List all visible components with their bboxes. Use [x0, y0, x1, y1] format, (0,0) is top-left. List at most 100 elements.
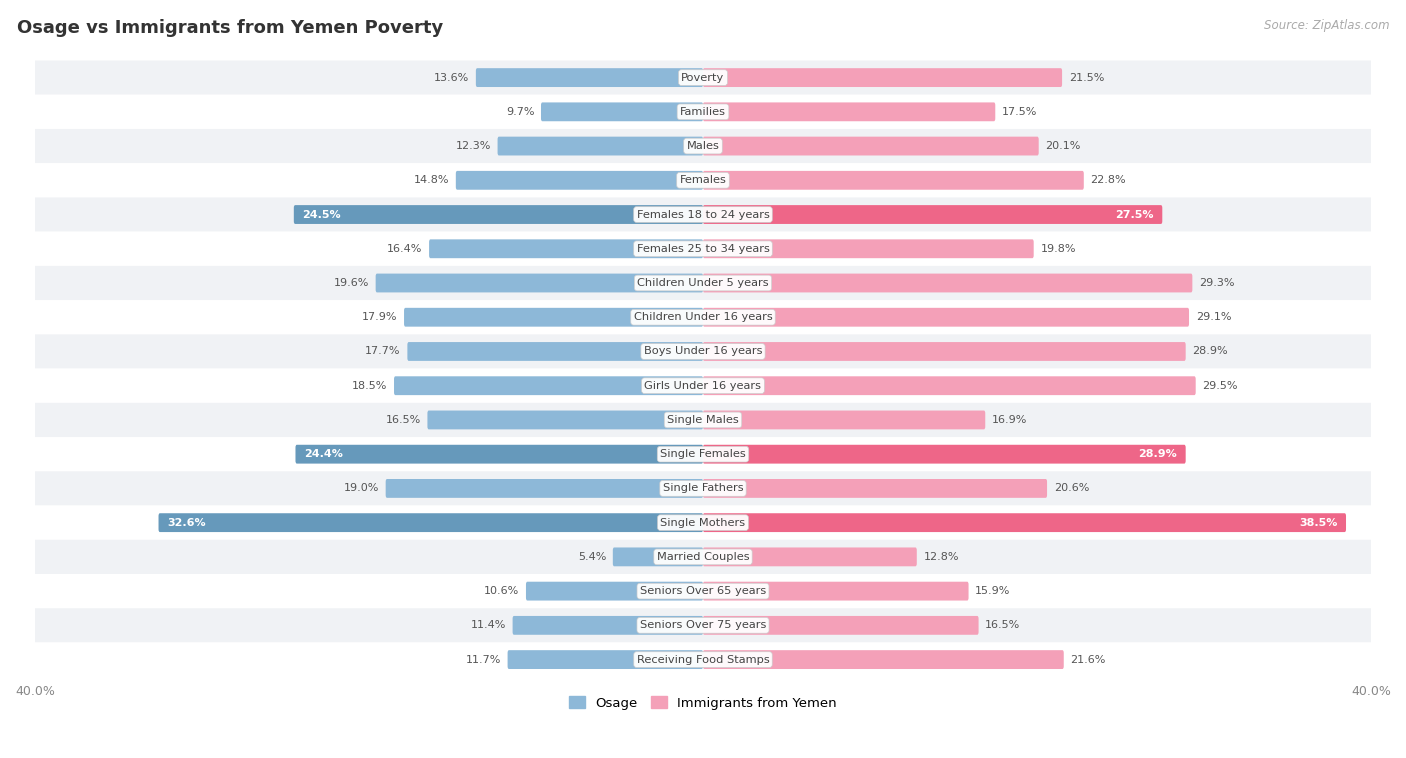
- FancyBboxPatch shape: [475, 68, 703, 87]
- Text: Females 18 to 24 years: Females 18 to 24 years: [637, 209, 769, 220]
- FancyBboxPatch shape: [703, 411, 986, 429]
- Text: 16.5%: 16.5%: [385, 415, 420, 425]
- Text: 16.5%: 16.5%: [986, 620, 1021, 631]
- FancyBboxPatch shape: [375, 274, 703, 293]
- Text: 38.5%: 38.5%: [1299, 518, 1337, 528]
- FancyBboxPatch shape: [27, 95, 1379, 129]
- FancyBboxPatch shape: [429, 240, 703, 258]
- Text: 12.3%: 12.3%: [456, 141, 491, 151]
- Text: Osage vs Immigrants from Yemen Poverty: Osage vs Immigrants from Yemen Poverty: [17, 19, 443, 37]
- FancyBboxPatch shape: [159, 513, 703, 532]
- FancyBboxPatch shape: [703, 240, 1033, 258]
- Text: Seniors Over 75 years: Seniors Over 75 years: [640, 620, 766, 631]
- Text: 29.5%: 29.5%: [1202, 381, 1237, 390]
- FancyBboxPatch shape: [408, 342, 703, 361]
- Text: 5.4%: 5.4%: [578, 552, 606, 562]
- Text: Females 25 to 34 years: Females 25 to 34 years: [637, 244, 769, 254]
- FancyBboxPatch shape: [703, 376, 1195, 395]
- Text: Single Females: Single Females: [661, 449, 745, 459]
- Text: Males: Males: [686, 141, 720, 151]
- Text: 15.9%: 15.9%: [976, 586, 1011, 596]
- Text: 13.6%: 13.6%: [434, 73, 470, 83]
- FancyBboxPatch shape: [703, 547, 917, 566]
- FancyBboxPatch shape: [508, 650, 703, 669]
- FancyBboxPatch shape: [703, 513, 1346, 532]
- Text: Boys Under 16 years: Boys Under 16 years: [644, 346, 762, 356]
- Text: 27.5%: 27.5%: [1115, 209, 1154, 220]
- FancyBboxPatch shape: [427, 411, 703, 429]
- Text: Families: Families: [681, 107, 725, 117]
- Text: 17.5%: 17.5%: [1002, 107, 1038, 117]
- FancyBboxPatch shape: [526, 581, 703, 600]
- FancyBboxPatch shape: [27, 506, 1379, 540]
- FancyBboxPatch shape: [703, 581, 969, 600]
- FancyBboxPatch shape: [703, 650, 1064, 669]
- Text: Females: Females: [679, 175, 727, 185]
- Text: 20.6%: 20.6%: [1053, 484, 1090, 493]
- Text: Receiving Food Stamps: Receiving Food Stamps: [637, 655, 769, 665]
- Text: 28.9%: 28.9%: [1192, 346, 1227, 356]
- FancyBboxPatch shape: [703, 102, 995, 121]
- FancyBboxPatch shape: [498, 136, 703, 155]
- FancyBboxPatch shape: [613, 547, 703, 566]
- FancyBboxPatch shape: [394, 376, 703, 395]
- Text: 16.9%: 16.9%: [993, 415, 1028, 425]
- FancyBboxPatch shape: [27, 437, 1379, 471]
- Text: 19.0%: 19.0%: [343, 484, 380, 493]
- FancyBboxPatch shape: [27, 163, 1379, 197]
- Text: 20.1%: 20.1%: [1046, 141, 1081, 151]
- FancyBboxPatch shape: [703, 616, 979, 634]
- Text: 24.5%: 24.5%: [302, 209, 340, 220]
- FancyBboxPatch shape: [294, 205, 703, 224]
- FancyBboxPatch shape: [703, 68, 1062, 87]
- FancyBboxPatch shape: [27, 608, 1379, 643]
- Legend: Osage, Immigrants from Yemen: Osage, Immigrants from Yemen: [564, 691, 842, 715]
- FancyBboxPatch shape: [27, 540, 1379, 574]
- Text: 17.7%: 17.7%: [366, 346, 401, 356]
- Text: 9.7%: 9.7%: [506, 107, 534, 117]
- FancyBboxPatch shape: [27, 266, 1379, 300]
- Text: Single Mothers: Single Mothers: [661, 518, 745, 528]
- Text: 10.6%: 10.6%: [484, 586, 519, 596]
- Text: Married Couples: Married Couples: [657, 552, 749, 562]
- Text: 28.9%: 28.9%: [1139, 449, 1177, 459]
- FancyBboxPatch shape: [404, 308, 703, 327]
- Text: 11.7%: 11.7%: [465, 655, 501, 665]
- Text: Single Fathers: Single Fathers: [662, 484, 744, 493]
- Text: 29.1%: 29.1%: [1195, 312, 1232, 322]
- Text: 24.4%: 24.4%: [304, 449, 343, 459]
- FancyBboxPatch shape: [513, 616, 703, 634]
- Text: 32.6%: 32.6%: [167, 518, 205, 528]
- Text: 21.6%: 21.6%: [1070, 655, 1105, 665]
- Text: 19.8%: 19.8%: [1040, 244, 1076, 254]
- Text: Girls Under 16 years: Girls Under 16 years: [644, 381, 762, 390]
- FancyBboxPatch shape: [27, 232, 1379, 266]
- FancyBboxPatch shape: [703, 136, 1039, 155]
- Text: Poverty: Poverty: [682, 73, 724, 83]
- Text: 17.9%: 17.9%: [361, 312, 398, 322]
- FancyBboxPatch shape: [541, 102, 703, 121]
- Text: 12.8%: 12.8%: [924, 552, 959, 562]
- FancyBboxPatch shape: [456, 171, 703, 190]
- FancyBboxPatch shape: [27, 368, 1379, 402]
- FancyBboxPatch shape: [703, 274, 1192, 293]
- Text: 16.4%: 16.4%: [387, 244, 422, 254]
- Text: 18.5%: 18.5%: [352, 381, 387, 390]
- FancyBboxPatch shape: [703, 445, 1185, 464]
- FancyBboxPatch shape: [27, 402, 1379, 437]
- Text: 22.8%: 22.8%: [1091, 175, 1126, 185]
- FancyBboxPatch shape: [703, 479, 1047, 498]
- FancyBboxPatch shape: [703, 171, 1084, 190]
- Text: 29.3%: 29.3%: [1199, 278, 1234, 288]
- FancyBboxPatch shape: [27, 471, 1379, 506]
- Text: Children Under 5 years: Children Under 5 years: [637, 278, 769, 288]
- FancyBboxPatch shape: [27, 334, 1379, 368]
- Text: Seniors Over 65 years: Seniors Over 65 years: [640, 586, 766, 596]
- Text: 21.5%: 21.5%: [1069, 73, 1104, 83]
- FancyBboxPatch shape: [27, 300, 1379, 334]
- FancyBboxPatch shape: [27, 643, 1379, 677]
- Text: 11.4%: 11.4%: [471, 620, 506, 631]
- FancyBboxPatch shape: [703, 205, 1163, 224]
- Text: Single Males: Single Males: [666, 415, 740, 425]
- Text: 19.6%: 19.6%: [333, 278, 368, 288]
